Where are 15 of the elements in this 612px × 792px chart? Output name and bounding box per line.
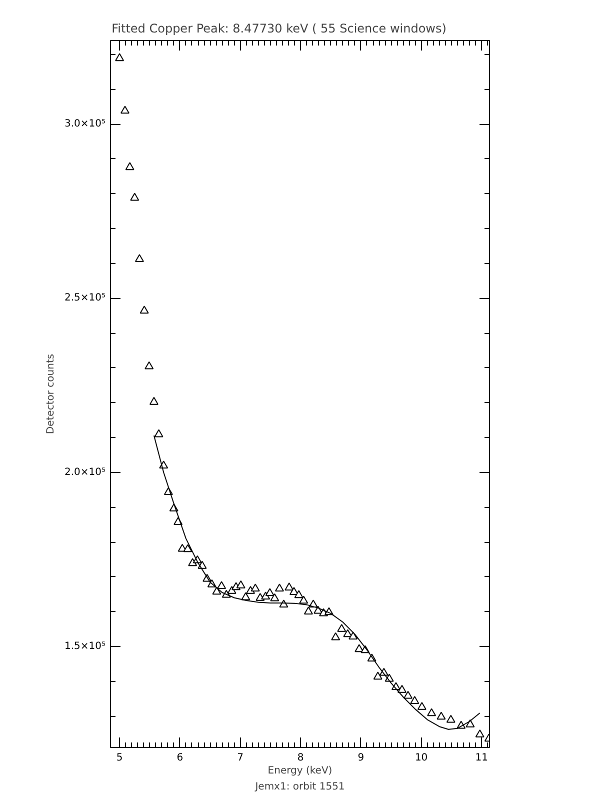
- y-tick-label: 2.0×10⁵: [64, 466, 106, 478]
- x-tick-label: 10: [414, 752, 428, 764]
- x-axis-title: Energy (keV): [268, 766, 332, 776]
- chart-title: Fitted Copper Peak: 8.47730 keV ( 55 Science windows): [112, 22, 446, 36]
- y-tick-label: 2.5×10⁵: [64, 292, 106, 304]
- y-tick-label: 3.0×10⁵: [64, 118, 106, 130]
- x-tick-label: 9: [358, 752, 364, 764]
- x-tick-label: 11: [475, 752, 488, 764]
- x-tick-label: 6: [176, 752, 184, 764]
- y-axis-title: Detector counts: [45, 354, 56, 434]
- text: Jemx1: orbit 1551: [254, 782, 345, 792]
- x-tick-label: 7: [237, 752, 244, 764]
- y-tick-label: 1.5×10⁵: [64, 641, 106, 652]
- x-tick-label: 8: [297, 752, 304, 764]
- x-tick-label: 5: [116, 752, 123, 764]
